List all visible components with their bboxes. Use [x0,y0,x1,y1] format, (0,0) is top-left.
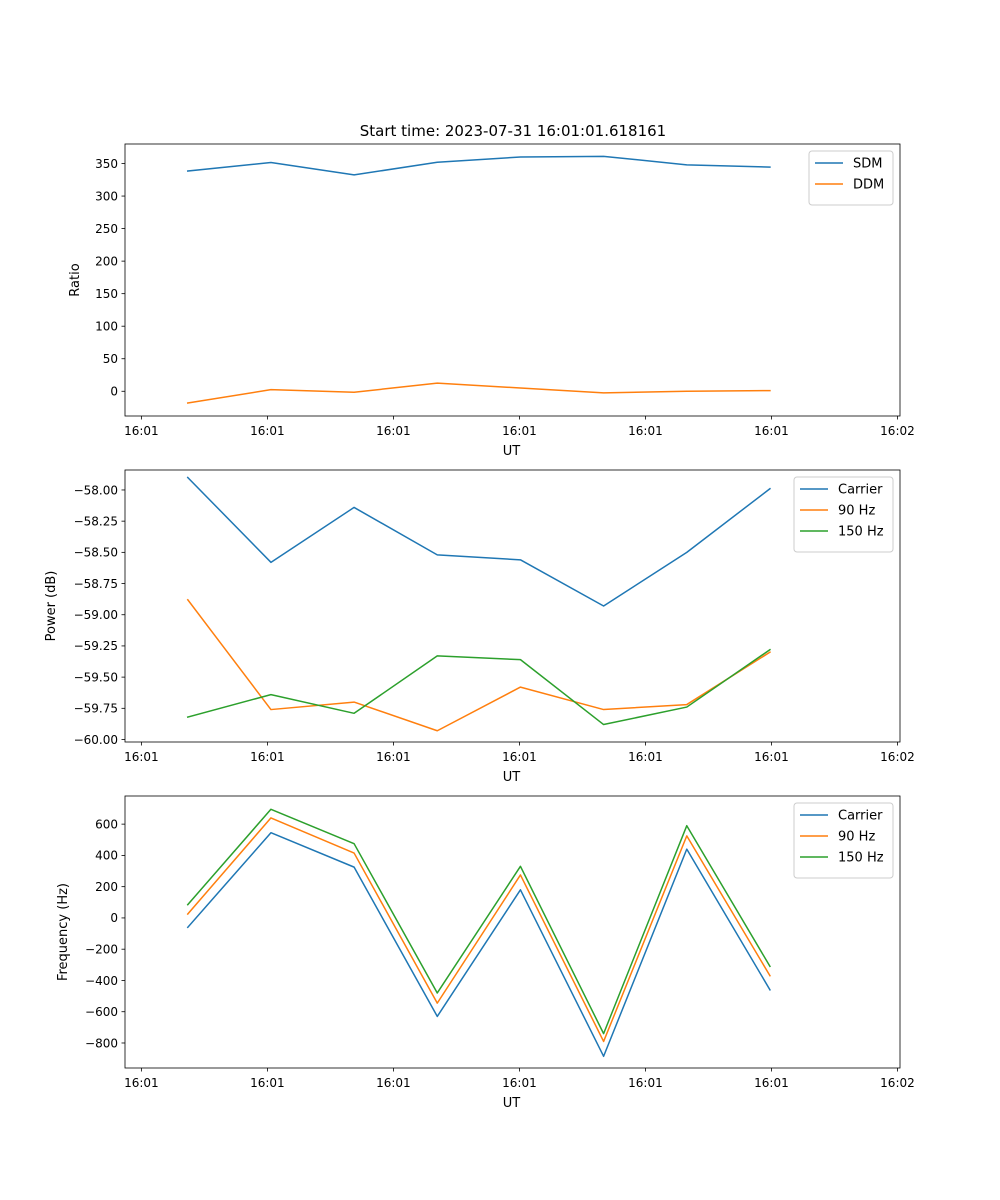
legend-label: 150 Hz [838,851,884,866]
axes-frame [124,795,901,1069]
y-tick-label: 350 [95,157,118,171]
y-axis-label: Frequency (Hz) [56,883,71,981]
x-tick-label: 16:01 [376,424,411,438]
series-line-sdm [186,155,771,176]
series-line-90-hz [186,817,771,1043]
y-tick-label: 600 [95,817,118,831]
y-tick-label: 100 [95,320,118,334]
legend-label: 90 Hz [838,830,875,845]
x-tick-label: 16:02 [880,1076,915,1090]
legend: SDM DDM [808,150,894,206]
x-tick-label: 16:01 [376,1076,411,1090]
legend: Carrier 90 Hz 150 Hz [793,476,894,553]
x-tick-label: 16:01 [628,1076,663,1090]
legend-label: DDM [853,178,884,193]
series-line-carrier [186,476,772,607]
y-tick-label: 400 [95,849,118,863]
axes-frame [124,143,901,417]
legend-box [808,150,894,206]
y-tick-label: −400 [85,974,118,988]
y-tick-label: 50 [103,352,118,366]
y-tick-label: −59.25 [74,639,118,653]
legend-label: Carrier [838,809,883,824]
y-tick-label: −600 [85,1005,118,1019]
x-axis-label: UT [503,444,521,459]
series-line-ddm [186,382,771,404]
series-line-150-hz [186,808,771,1035]
x-tick-label: 16:01 [628,424,663,438]
legend-label: Carrier [838,483,883,498]
x-tick-label: 16:01 [754,1076,789,1090]
y-axis-label: Power (dB) [44,571,59,642]
legend-label: SDM [853,157,882,172]
x-tick-label: 16:01 [502,1076,537,1090]
y-tick-label: 300 [95,189,118,203]
x-tick-label: 16:02 [880,424,915,438]
y-tick-label: 0 [110,385,118,399]
x-axis-label: UT [503,770,521,785]
y-tick-label: 200 [95,880,118,894]
subplot-3: 16:01 16:01 16:01 16:01 16:01 16:01 16:02 −800 −… [56,795,915,1111]
y-tick-label: −58.75 [74,577,118,591]
y-tick-label: 250 [95,222,118,236]
series-line-carrier [186,831,771,1058]
x-tick-label: 16:01 [376,750,411,764]
y-tick-label: −60.00 [74,733,118,747]
legend-box [793,476,894,553]
x-tick-label: 16:01 [250,750,285,764]
y-tick-label: −58.25 [74,514,118,528]
subplot-2: 16:01 16:01 16:01 16:01 16:01 16:01 16:02 −60.0… [44,469,915,785]
legend-label: 90 Hz [838,504,875,519]
legend-label: 150 Hz [838,525,884,540]
x-tick-label: 16:01 [250,424,285,438]
y-tick-label: −800 [85,1036,118,1050]
x-tick-label: 16:01 [754,750,789,764]
y-tick-label: −200 [85,942,118,956]
y-tick-label: 200 [95,254,118,268]
series-line-90-hz [186,598,771,732]
x-tick-label: 16:01 [124,1076,159,1090]
x-tick-label: 16:01 [250,1076,285,1090]
x-tick-label: 16:02 [880,750,915,764]
x-tick-label: 16:01 [502,750,537,764]
x-tick-label: 16:01 [754,424,789,438]
y-tick-label: −59.75 [74,702,118,716]
subplots: 16:01 16:01 16:01 16:01 16:01 16:01 16:02 0 50 10… [44,143,915,1111]
figure-title: Start time: 2023-07-31 16:01:01.618161 [360,122,666,140]
y-tick-label: 0 [110,911,118,925]
y-axis-label: Ratio [68,263,83,296]
series-line-150-hz [186,648,771,726]
x-tick-label: 16:01 [124,424,159,438]
subplot-1: 16:01 16:01 16:01 16:01 16:01 16:01 16:02 0 50 10… [68,143,915,459]
x-tick-label: 16:01 [628,750,663,764]
y-tick-label: −58.00 [74,483,118,497]
y-tick-label: −59.50 [74,670,118,684]
y-tick-label: −58.50 [74,546,118,560]
x-axis-label: UT [503,1096,521,1111]
axes-frame [124,469,901,743]
legend: Carrier 90 Hz 150 Hz [793,802,894,879]
legend-box [793,802,894,879]
y-tick-label: −59.00 [74,608,118,622]
y-tick-label: 150 [95,287,118,301]
x-tick-label: 16:01 [502,424,537,438]
x-tick-label: 16:01 [124,750,159,764]
